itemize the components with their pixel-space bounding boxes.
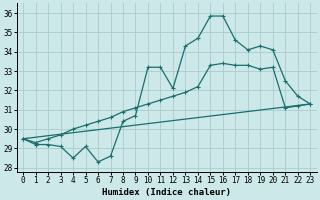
X-axis label: Humidex (Indice chaleur): Humidex (Indice chaleur) <box>102 188 231 197</box>
